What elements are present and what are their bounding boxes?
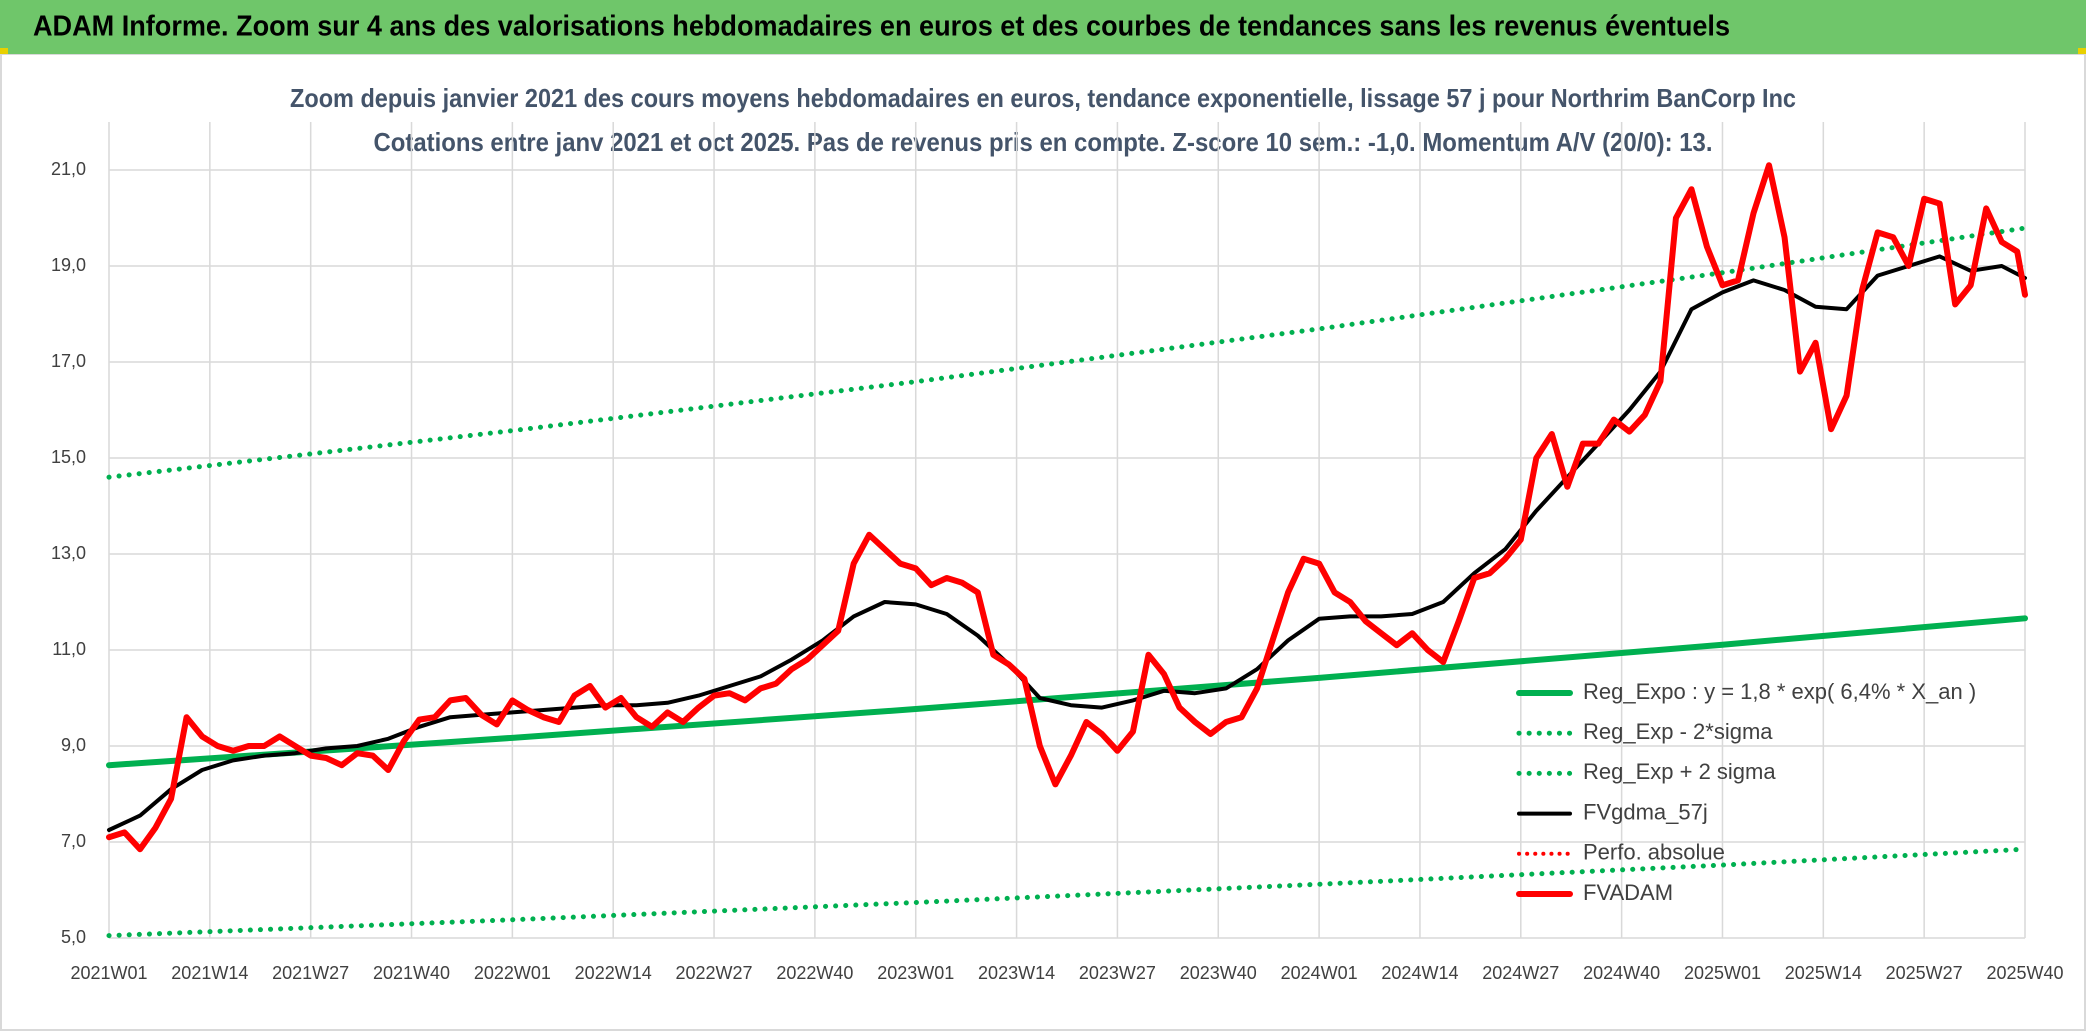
chart-title: Zoom depuis janvier 2021 des cours moyen… [290,83,1796,113]
header-accent [2078,48,2086,54]
x-tick-label: 2024W40 [1583,963,1660,983]
chart-frame [0,53,2086,1031]
header-title: ADAM Informe. Zoom sur 4 ans des valoris… [33,11,1730,43]
y-tick-label: 17,0 [51,351,86,371]
y-tick-label: 7,0 [61,831,86,851]
x-tick-label: 2023W14 [978,963,1055,983]
y-tick-label: 11,0 [52,639,86,659]
y-tick-label: 21,0 [51,159,86,179]
series-line [106,162,2028,853]
x-tick-label: 2025W27 [1886,963,1963,983]
legend-label: Perfo. absolue [1583,840,1725,865]
series-line [107,254,2027,832]
x-tick-label: 2021W27 [272,963,349,983]
legend: Reg_Expo : y = 1,8 * exp( 6,4% * X_an ) R… [1516,679,1976,905]
legend-label: Reg_Exp + 2 sigma [1583,759,1776,784]
x-tick-label: 2024W14 [1381,963,1458,983]
legend-label: Reg_Exp - 2*sigma [1583,719,1773,744]
series-line [106,846,2028,939]
x-tick-label: 2024W27 [1482,963,1559,983]
plot-lines [106,162,2028,939]
series-line [106,615,2028,769]
y-tick-label: 19,0 [51,255,86,275]
legend-label: FVADAM [1583,880,1673,905]
x-tick-label: 2022W40 [776,963,853,983]
series-line [106,225,2028,480]
y-tick-label: 5,0 [61,927,86,947]
x-tick-label: 2023W01 [877,963,954,983]
x-tick-label: 2025W40 [1986,963,2063,983]
chart-subtitle: Cotations entre janv 2021 et oct 2025. P… [374,127,1713,157]
legend-label: Reg_Expo : y = 1,8 * exp( 6,4% * X_an ) [1583,679,1976,704]
y-tick-label: 13,0 [51,543,86,563]
y-tick-label: 15,0 [51,447,86,467]
x-tick-label: 2025W01 [1684,963,1761,983]
x-tick-label: 2024W01 [1281,963,1358,983]
x-tick-label: 2021W01 [70,963,147,983]
header-bar [0,0,2086,54]
x-tick-label: 2023W40 [1180,963,1257,983]
x-tick-label: 2022W14 [575,963,652,983]
grid: 5,0 7,0 9,0 11,0 13,0 15,0 17,0 19,0 21,0 2021W01… [51,122,2064,983]
x-tick-label: 2022W27 [676,963,753,983]
legend-label: FVgdma_57j [1583,799,1708,824]
x-tick-label: 2025W14 [1785,963,1862,983]
header-accent [0,48,8,54]
x-tick-label: 2021W14 [171,963,248,983]
x-tick-label: 2022W01 [474,963,551,983]
x-tick-label: 2021W40 [373,963,450,983]
y-tick-label: 9,0 [61,735,86,755]
x-tick-label: 2023W27 [1079,963,1156,983]
